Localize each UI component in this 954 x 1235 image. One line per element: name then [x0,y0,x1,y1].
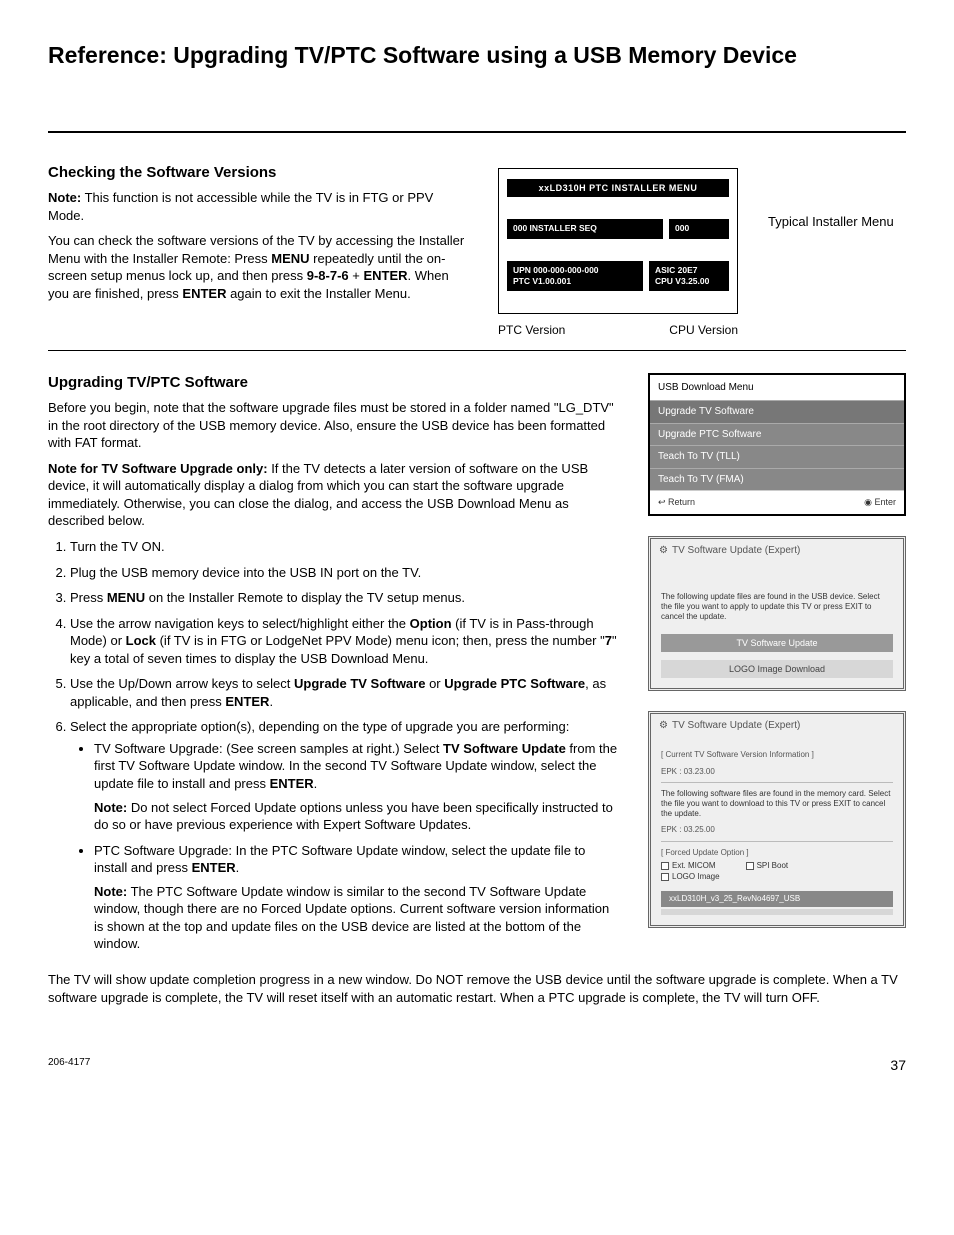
note-text: Note: This function is not accessible wh… [48,189,468,224]
step-item: Press MENU on the Installer Remote to di… [70,589,620,607]
step-item: Turn the TV ON. [70,538,620,556]
expert-panel-1: ⚙TV Software Update (Expert) The followi… [648,536,906,692]
installer-menu-title: xxLD310H PTC INSTALLER MENU [507,179,729,197]
page-number: 37 [890,1056,906,1075]
step-item: Use the Up/Down arrow keys to select Upg… [70,675,620,710]
update-file-bar[interactable]: xxLD310H_v3_25_RevNo4697_USB [661,891,893,908]
usb-menu-item[interactable]: Teach To TV (TLL) [650,445,904,468]
page-title: Reference: Upgrading TV/PTC Software usi… [48,40,906,71]
sub-item: PTC Software Upgrade: In the PTC Softwar… [94,842,620,953]
installer-asic: ASIC 20E7 CPU V3.25.00 [649,261,729,291]
step-item: Plug the USB memory device into the USB … [70,564,620,582]
body-text: Before you begin, note that the software… [48,399,620,452]
section-heading: Checking the Software Versions [48,163,468,183]
checkbox-spi-boot[interactable]: SPI Boot [746,861,789,872]
divider [48,350,906,351]
installer-seq-value: 000 [669,219,729,238]
checkbox-logo-image[interactable]: LOGO Image [661,872,893,883]
new-epk: EPK : 03.25.00 [661,825,893,836]
empty-bar [661,909,893,915]
logo-download-bar[interactable]: LOGO Image Download [661,660,893,678]
gear-icon: ⚙ [659,719,668,733]
current-version-label: [ Current TV Software Version Informatio… [661,750,893,761]
expert-panel-2: ⚙TV Software Update (Expert) [ Current T… [648,711,906,928]
usb-menu-item[interactable]: Upgrade PTC Software [650,423,904,446]
body-text: You can check the software versions of t… [48,232,468,302]
usb-download-menu: USB Download Menu Upgrade TV Software Up… [648,373,906,516]
usb-menu-item[interactable]: Teach To TV (FMA) [650,468,904,491]
forced-update-label: [ Forced Update Option ] [661,848,893,859]
sub-item: TV Software Upgrade: (See screen samples… [94,740,620,834]
ptc-version-label: PTC Version [498,322,565,338]
cpu-version-label: CPU Version [669,322,738,338]
expert-message: The following software files are found i… [661,789,893,819]
divider [48,131,906,133]
figure-caption: Typical Installer Menu [768,163,906,338]
enter-hint: ◉ Enter [864,496,896,508]
checkbox-ext-micom[interactable]: Ext. MICOM [661,861,716,872]
installer-upn: UPN 000-000-000-000 PTC V1.00.001 [507,261,643,291]
usb-menu-item[interactable]: Upgrade TV Software [650,400,904,423]
expert-message: The following update files are found in … [661,592,893,622]
step-item: Use the arrow navigation keys to select/… [70,615,620,668]
note-text: Note for TV Software Upgrade only: If th… [48,460,620,530]
doc-number: 206-4177 [48,1056,90,1075]
tv-software-update-bar[interactable]: TV Software Update [661,634,893,652]
closing-text: The TV will show update completion progr… [48,971,906,1006]
gear-icon: ⚙ [659,544,668,558]
installer-menu-figure: xxLD310H PTC INSTALLER MENU 000 INSTALLE… [498,168,738,314]
current-epk: EPK : 03.23.00 [661,767,893,778]
usb-menu-title: USB Download Menu [650,375,904,401]
step-item: Select the appropriate option(s), depend… [70,718,620,953]
installer-seq-label: 000 INSTALLER SEQ [507,219,663,238]
section-heading: Upgrading TV/PTC Software [48,373,620,393]
return-hint: ↩ Return [658,496,695,508]
